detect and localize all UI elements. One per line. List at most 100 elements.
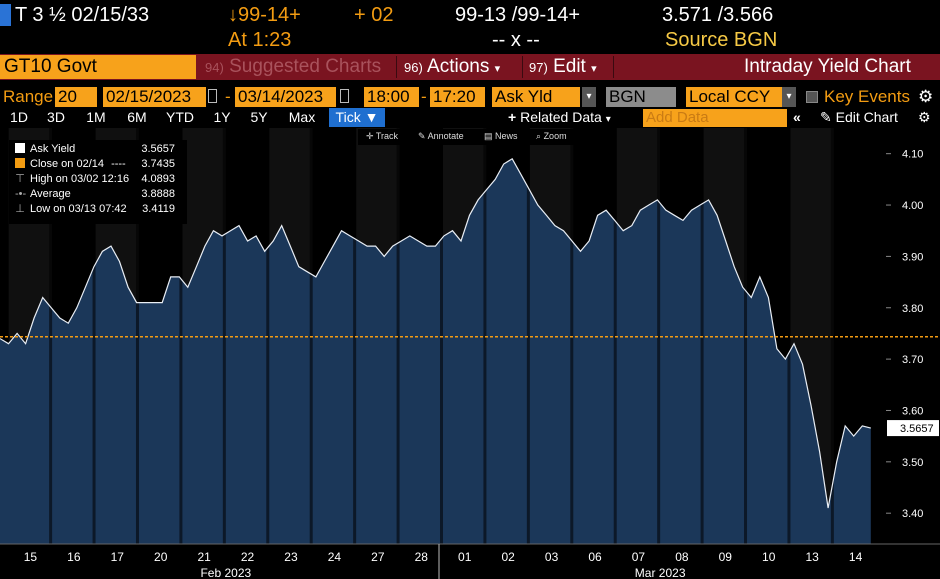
- actions-menu-button[interactable]: 96) Actions ▾: [398, 55, 500, 79]
- session-gap: [179, 128, 183, 544]
- period-5y-button[interactable]: 5Y: [250, 109, 268, 125]
- key-events-label: Key Events: [824, 87, 910, 106]
- bid-ask-yield: 3.571 /3.566: [662, 4, 774, 26]
- session-gap: [613, 128, 617, 544]
- field-select-value: Ask Yld: [495, 87, 553, 106]
- start-time-field[interactable]: 18:00: [364, 87, 419, 107]
- y-tick-label: 4.10: [902, 149, 923, 161]
- price-change: ↓99-14+: [228, 4, 301, 26]
- suggested-charts-button[interactable]: 94) Suggested Charts: [199, 55, 381, 79]
- news-label: News: [495, 131, 518, 141]
- session-gap: [135, 128, 139, 544]
- legend-ask-yield[interactable]: Ask Yield 3.5657: [15, 142, 181, 157]
- news-icon: ▤: [484, 131, 493, 141]
- month-label: Feb 2023: [200, 566, 251, 579]
- chevron-down-icon[interactable]: ▾: [782, 87, 796, 107]
- currency-select-value: Local CCY: [689, 87, 771, 106]
- pricing-source: Source BGN: [665, 29, 778, 51]
- legend-average-label: Average: [30, 188, 71, 200]
- legend-average: -•- Average 3.8888: [15, 187, 181, 202]
- session-gap: [526, 128, 530, 544]
- legend-close-label: Close on 02/14: [30, 158, 104, 170]
- key-events-checkbox[interactable]: [806, 91, 818, 103]
- related-data-label: Related Data: [520, 109, 602, 125]
- tick-label: Tick: [335, 109, 361, 125]
- add-data-input[interactable]: Add Data: [643, 109, 787, 127]
- collapse-double-chevron-icon[interactable]: «: [793, 109, 801, 125]
- edit-menu-button[interactable]: 97) Edit ▾: [523, 55, 597, 79]
- last-value-box: [887, 420, 939, 437]
- period-1y-button[interactable]: 1Y: [213, 109, 231, 125]
- x-tick-label: 07: [632, 550, 646, 564]
- session-gap: [222, 128, 226, 544]
- session-gap: [92, 128, 96, 544]
- chevron-down-icon[interactable]: ▾: [582, 87, 596, 107]
- x-tick-label: 20: [154, 550, 168, 564]
- last-trade-time: At 1:23: [228, 29, 292, 51]
- calendar-icon[interactable]: [340, 89, 349, 103]
- crosshair-icon: ✛: [366, 131, 374, 141]
- security-color-tag: [0, 4, 11, 26]
- chevron-down-icon: ▾: [494, 63, 501, 75]
- end-time-field[interactable]: 17:20: [430, 87, 485, 107]
- period-ytd-button[interactable]: YTD: [166, 109, 194, 125]
- actions-label: Actions: [427, 56, 490, 77]
- net-change: + 02: [354, 4, 394, 26]
- period-1d-button[interactable]: 1D: [10, 109, 28, 125]
- x-tick-label: 02: [501, 550, 515, 564]
- high-marker-icon: ⊤: [15, 173, 25, 185]
- annotate-tool[interactable]: ✎ Annotate: [418, 131, 464, 142]
- legend-ask-label: Ask Yield: [30, 143, 76, 155]
- annotate-label: Annotate: [427, 131, 464, 141]
- x-tick-label: 15: [24, 550, 38, 564]
- chart-tool-strip: [358, 129, 582, 145]
- yield-area: [0, 158, 871, 545]
- chevron-down-icon: ▾: [591, 63, 597, 75]
- period-max-button[interactable]: Max: [288, 109, 316, 125]
- session-gap: [266, 128, 270, 544]
- security-command-input[interactable]: GT10 Govt: [0, 55, 196, 79]
- range-period-field[interactable]: 20: [55, 87, 97, 107]
- tick-frequency-button[interactable]: Tick ▼: [329, 108, 385, 127]
- x-tick-label: 09: [719, 550, 733, 564]
- calendar-icon[interactable]: [208, 89, 217, 103]
- zoom-tool[interactable]: ⌕ Zoom: [536, 131, 567, 142]
- gear-icon[interactable]: ⚙: [918, 109, 931, 125]
- legend-ask-value: 3.5657: [141, 143, 175, 155]
- end-date-field[interactable]: 03/14/2023: [235, 87, 336, 107]
- session-gap: [657, 128, 661, 544]
- period-3d-button[interactable]: 3D: [47, 109, 65, 125]
- track-tool[interactable]: ✛ Track: [366, 131, 398, 142]
- legend-low-value: 3.4119: [142, 203, 175, 215]
- x-tick-label: 27: [371, 550, 385, 564]
- legend-high-label: High on 03/02 12:16: [30, 173, 130, 185]
- x-tick-label: 01: [458, 550, 472, 564]
- pencil-icon: ✎: [820, 109, 832, 125]
- legend-close-dashes: ----: [111, 158, 126, 170]
- session-gap: [830, 128, 834, 544]
- yield-line: [0, 157, 871, 509]
- session-gap: [483, 128, 487, 544]
- y-tick-label: 3.60: [902, 405, 923, 417]
- related-data-button[interactable]: + Related Data ▾: [508, 108, 611, 127]
- period-6m-button[interactable]: 6M: [127, 109, 147, 125]
- x-tick-label: 24: [328, 550, 342, 564]
- x-tick-label: 06: [588, 550, 602, 564]
- period-1m-button[interactable]: 1M: [86, 109, 106, 125]
- low-marker-icon: ⊥: [15, 203, 25, 215]
- source-field[interactable]: BGN: [606, 87, 676, 107]
- edit-chart-label: Edit Chart: [835, 109, 898, 125]
- track-label: Track: [375, 131, 399, 141]
- field-select[interactable]: Ask Yld: [492, 87, 580, 107]
- legend-low: ⊥ Low on 03/13 07:42 3.4119: [15, 202, 181, 217]
- edit-chart-button[interactable]: ✎ Edit Chart: [820, 108, 898, 127]
- currency-select[interactable]: Local CCY: [686, 87, 782, 107]
- legend-close[interactable]: Close on 02/14 ---- 3.7435: [15, 157, 181, 172]
- magnifier-icon: ⌕: [536, 131, 542, 141]
- start-date-field[interactable]: 02/15/2023: [103, 87, 206, 107]
- gear-icon[interactable]: ⚙: [918, 87, 934, 106]
- pencil-icon: ✎: [418, 131, 426, 141]
- x-tick-label: 23: [284, 550, 298, 564]
- news-tool[interactable]: ▤ News: [484, 131, 518, 142]
- suggested-charts-label: Suggested Charts: [229, 56, 382, 77]
